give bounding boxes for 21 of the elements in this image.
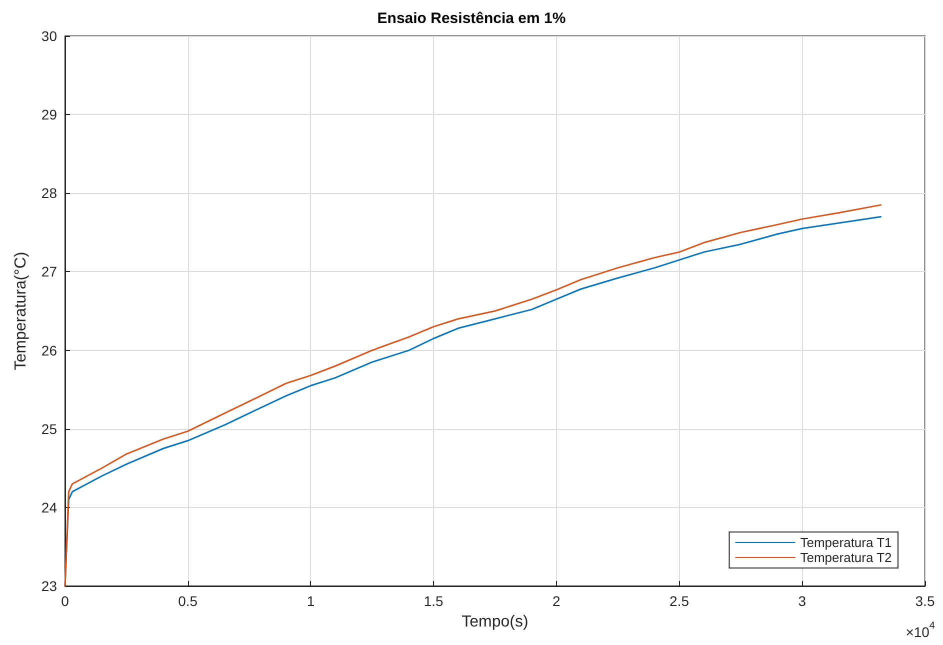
- x-tick-label: 1.5: [424, 593, 444, 609]
- y-tick-label: 28: [41, 185, 58, 202]
- y-tick-label: 24: [41, 499, 58, 516]
- y-tick-label: 30: [41, 28, 58, 44]
- x-tick-label: 3.5: [915, 593, 935, 609]
- x-tick-label: 0: [61, 593, 70, 609]
- legend-label: Temperatura T2: [800, 550, 892, 565]
- y-tick-label: 26: [41, 342, 58, 358]
- x-tick-label: 2.5: [670, 593, 690, 609]
- x-tick-label: 3: [798, 593, 806, 609]
- y-axis-title: Temperatura(°C): [12, 252, 30, 370]
- y-tick-label: 27: [41, 264, 58, 280]
- x-tick-label: 1: [306, 593, 315, 609]
- y-tick-label: 25: [41, 420, 58, 437]
- y-tick-label: 23: [41, 578, 58, 594]
- x-tick-label: 2: [552, 593, 561, 609]
- y-tick-label: 29: [41, 106, 58, 123]
- x-tick-label: 0.5: [178, 593, 198, 609]
- chart-title: Ensaio Resistência em 1%: [377, 10, 566, 27]
- legend-label: Temperatura T1: [800, 535, 892, 550]
- x-axis-title: Tempo(s): [462, 614, 528, 630]
